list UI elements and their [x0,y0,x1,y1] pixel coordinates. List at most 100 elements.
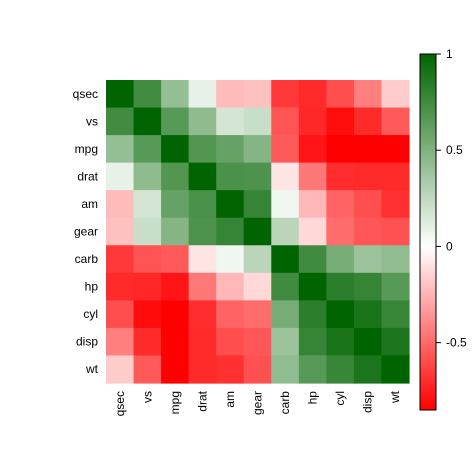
heatmap-cell-hp-disp [353,272,383,301]
heatmap-cell-qsec-qsec [106,80,135,109]
heatmap-cell-carb-disp [353,245,383,274]
row-label-drat: drat [77,169,98,183]
column-label-drat: drat [195,390,209,411]
row-label-vs: vs [86,114,98,128]
heatmap-cell-drat-vs [133,162,162,191]
heatmap-cell-mpg-vs [133,135,162,164]
heatmap-cells [106,80,410,384]
heatmap-cell-gear-carb [271,217,300,246]
heatmap-cell-gear-mpg [161,217,190,246]
column-label-vs: vs [140,391,154,403]
heatmap-cell-drat-hp [298,162,327,191]
heatmap-cell-hp-am [216,272,245,301]
heatmap-cell-wt-am [216,355,245,384]
heatmap-cell-am-vs [133,190,162,219]
heatmap-cell-carb-wt [381,245,410,274]
heatmap-cell-gear-gear [243,217,272,246]
heatmap-cell-cyl-gear [243,300,272,329]
colorbar-legend: -0.5 0 0.5 1 [419,47,467,411]
heatmap-cell-disp-vs [133,327,162,357]
heatmap-cell-hp-drat [188,272,217,301]
heatmap-cell-wt-drat [188,355,217,384]
heatmap-cell-hp-wt [381,272,410,301]
colorbar-tick-label: 1 [446,47,453,61]
heatmap-cell-carb-carb [271,245,300,274]
heatmap-cell-am-am [216,190,245,219]
heatmap-cell-disp-mpg [161,327,190,357]
colorbar-tick-label: -0.5 [446,336,467,350]
heatmap-cell-disp-drat [188,327,217,357]
heatmap-cell-vs-am [216,107,245,136]
heatmap-cell-disp-qsec [106,327,135,357]
heatmap-cell-qsec-am [216,80,245,109]
heatmap-cell-qsec-wt [381,80,410,109]
heatmap-cell-cyl-mpg [161,300,190,329]
colorbar-tick-label: 0.5 [446,143,463,157]
colorbar-tick-label: 0 [446,239,453,253]
heatmap-cell-carb-am [216,245,245,274]
heatmap-cell-gear-disp [353,217,383,246]
heatmap-cell-wt-vs [133,355,162,384]
heatmap-cell-gear-drat [188,217,217,246]
heatmap-cell-drat-cyl [326,162,355,191]
heatmap-cell-cyl-vs [133,300,162,329]
column-label-disp: disp [361,391,375,413]
column-label-hp: hp [306,391,320,405]
heatmap-cell-hp-carb [271,272,300,301]
colorbar [419,53,437,411]
heatmap-cell-qsec-mpg [161,80,190,109]
heatmap-cell-qsec-drat [188,80,217,109]
column-label-qsec: qsec [113,391,127,416]
heatmap-cell-carb-vs [133,245,162,274]
heatmap-cell-disp-carb [271,327,300,357]
heatmap-cell-hp-qsec [106,272,135,301]
heatmap-cell-wt-gear [243,355,272,384]
column-label-mpg: mpg [168,391,182,414]
column-label-carb: carb [278,391,292,415]
heatmap-cell-drat-drat [188,162,217,191]
heatmap-cell-carb-qsec [106,245,135,274]
heatmap-cell-gear-wt [381,217,410,246]
heatmap-cell-mpg-wt [381,135,410,164]
heatmap-cell-gear-qsec [106,217,135,246]
heatmap-cell-am-drat [188,190,217,219]
heatmap-cell-carb-mpg [161,245,190,274]
heatmap-cell-disp-hp [298,327,327,357]
heatmap-cell-carb-gear [243,245,272,274]
heatmap-cell-wt-disp [353,355,383,384]
heatmap-cell-carb-drat [188,245,217,274]
heatmap-cell-cyl-hp [298,300,327,329]
column-label-am: am [223,391,237,408]
heatmap-cell-mpg-qsec [106,135,135,164]
heatmap-cell-vs-carb [271,107,300,136]
heatmap-cell-carb-hp [298,245,327,274]
row-label-hp: hp [85,280,99,294]
heatmap-cell-gear-vs [133,217,162,246]
heatmap-cell-vs-cyl [326,107,355,136]
heatmap-cell-vs-disp [353,107,383,136]
heatmap-cell-hp-mpg [161,272,190,301]
heatmap-cell-drat-mpg [161,162,190,191]
column-label-wt: wt [388,390,402,404]
heatmap-cell-am-hp [298,190,327,219]
heatmap-cell-am-gear [243,190,272,219]
heatmap-cell-wt-cyl [326,355,355,384]
heatmap-cell-vs-vs [133,107,162,136]
column-tick-labels: qsec vs mpg drat am gear carb hp cyl disp wt [113,390,402,416]
row-label-gear: gear [74,225,98,239]
heatmap-cell-wt-hp [298,355,327,384]
heatmap-cell-cyl-qsec [106,300,135,329]
heatmap-cell-vs-gear [243,107,272,136]
heatmap-cell-cyl-cyl [326,300,355,329]
row-tick-labels: qsec vs mpg drat am gear carb hp cyl disp wt [73,87,99,376]
row-label-am: am [81,197,98,211]
heatmap-cell-cyl-disp [353,300,383,329]
heatmap-cell-hp-gear [243,272,272,301]
heatmap-cell-am-qsec [106,190,135,219]
heatmap-cell-am-mpg [161,190,190,219]
heatmap-cell-mpg-gear [243,135,272,164]
heatmap-cell-qsec-disp [353,80,383,109]
row-label-mpg: mpg [75,142,98,156]
heatmap-cell-drat-qsec [106,162,135,191]
